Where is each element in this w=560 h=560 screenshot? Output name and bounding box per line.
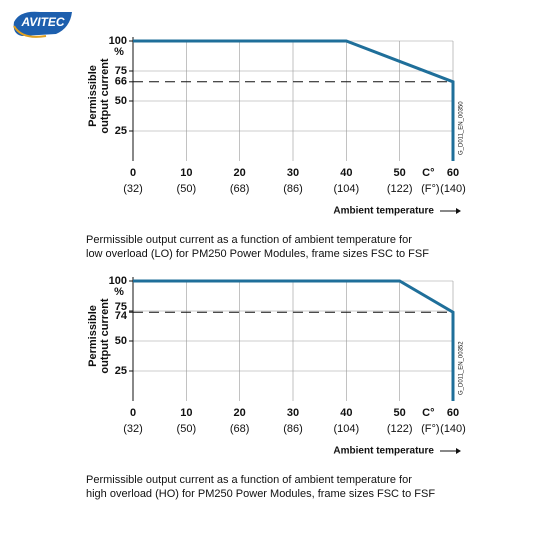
y-tick-label: 25 <box>115 125 127 137</box>
figure-code: G_D011_EN_00352 <box>459 341 465 395</box>
x-tick-label: 50 <box>394 407 406 419</box>
x-axis-label: Ambient temperature <box>333 206 434 217</box>
x-tick-label: 10 <box>180 407 192 419</box>
x-tick-label: 60 <box>447 167 459 179</box>
x-tick-label-secondary: (122) <box>387 423 413 435</box>
x-tick-label-secondary: (32) <box>123 423 143 435</box>
x-tick-label: 0 <box>130 407 136 419</box>
x-tick-label-secondary: (104) <box>333 183 359 195</box>
y-tick-label: 50 <box>115 95 127 107</box>
x-tick-label-secondary: (86) <box>283 423 303 435</box>
caption: Permissible output current as a function… <box>86 474 412 486</box>
x-tick-label: 30 <box>287 167 299 179</box>
x-tick-label: 10 <box>180 167 192 179</box>
y-unit: % <box>114 286 124 298</box>
y-tick-label: 25 <box>115 365 127 377</box>
x-tick-label-secondary: (32) <box>123 183 143 195</box>
x-tick-label: 40 <box>340 167 352 179</box>
x-unit-secondary: (F°) <box>421 183 439 195</box>
x-tick-label: 50 <box>394 167 406 179</box>
y-unit: % <box>114 46 124 58</box>
x-tick-label: 20 <box>234 407 246 419</box>
y-tick-label: 50 <box>115 335 127 347</box>
x-tick-label-secondary: (122) <box>387 183 413 195</box>
x-tick-label-secondary: (140) <box>440 423 466 435</box>
figure-code: G_D011_EN_00350 <box>459 101 465 155</box>
y-tick-label: 74 <box>115 310 128 322</box>
x-tick-label-secondary: (140) <box>440 183 466 195</box>
axis-arrow-head <box>456 448 461 454</box>
logo-text: AVITEC <box>20 15 64 29</box>
caption: low overload (LO) for PM250 Power Module… <box>86 248 429 260</box>
y-tick-label: 66 <box>115 76 127 88</box>
x-tick-label-secondary: (68) <box>230 183 250 195</box>
x-tick-label: 20 <box>234 167 246 179</box>
logo-shape <box>13 11 72 36</box>
x-tick-label-secondary: (104) <box>333 423 359 435</box>
x-tick-label-secondary: (50) <box>177 183 197 195</box>
x-tick-label: 40 <box>340 407 352 419</box>
y-axis-label: output current <box>99 58 111 133</box>
y-tick-label: 100 <box>109 35 127 47</box>
x-axis-label: Ambient temperature <box>333 446 434 457</box>
x-tick-label: 30 <box>287 407 299 419</box>
x-tick-label-secondary: (50) <box>177 423 197 435</box>
logo: AVITEC <box>13 11 72 38</box>
x-unit: C° <box>422 167 434 179</box>
x-tick-label: 60 <box>447 407 459 419</box>
x-tick-label-secondary: (86) <box>283 183 303 195</box>
data-line <box>133 279 455 401</box>
y-tick-label: 100 <box>109 275 127 287</box>
y-axis-label: Permissible <box>87 305 99 367</box>
caption: high overload (HO) for PM250 Power Modul… <box>86 488 435 500</box>
y-axis-label: Permissible <box>87 65 99 127</box>
y-tick-label: 75 <box>115 65 127 77</box>
logo-swoosh <box>13 25 47 38</box>
x-tick-label-secondary: (68) <box>230 423 250 435</box>
x-unit: C° <box>422 407 434 419</box>
data-line <box>133 39 455 161</box>
x-tick-label: 0 <box>130 167 136 179</box>
axis-arrow-head <box>456 208 461 214</box>
x-unit-secondary: (F°) <box>421 423 439 435</box>
y-axis-label: output current <box>99 298 111 373</box>
caption: Permissible output current as a function… <box>86 234 412 246</box>
y-tick-label: 75 <box>115 301 127 313</box>
